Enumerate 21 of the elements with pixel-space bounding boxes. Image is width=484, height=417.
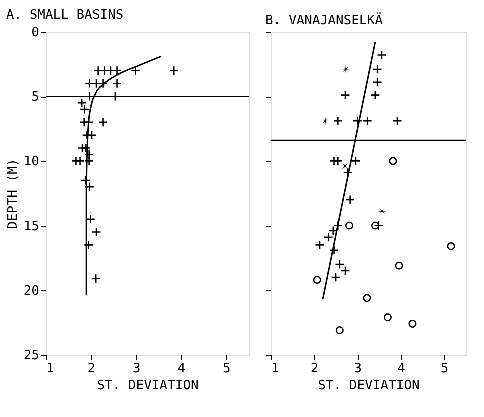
x-tick-label: 3: [132, 362, 141, 376]
y-axis-title: DEPTH (M): [6, 158, 21, 230]
x-tick-label: 4: [178, 362, 186, 376]
x-tick-label: 3: [354, 362, 362, 376]
x-tick-label: 5: [440, 362, 449, 376]
x-tick-label: 4: [398, 362, 406, 376]
y-tick-label: 15: [24, 219, 40, 234]
chart-title: A. SMALL BASINS: [6, 8, 124, 23]
x-tick-label: 2: [88, 362, 96, 376]
x-tick-label: 2: [310, 362, 319, 376]
y-tick-label: 10: [24, 154, 40, 170]
y-tick-label: 0: [32, 26, 40, 40]
y-tick-label: 5: [32, 90, 40, 106]
x-tick-label: 1: [46, 362, 54, 376]
y-tick-label: 20: [24, 284, 40, 299]
x-axis-title: ST. DEVIATION: [97, 378, 199, 394]
x-tick-label: 5: [223, 362, 231, 376]
y-tick-label: 25: [24, 348, 40, 364]
x-tick-label: 1: [272, 362, 280, 376]
chart-title: B. VANAJANSELKÄ: [266, 12, 384, 28]
x-axis-title: ST. DEVIATION: [318, 378, 420, 394]
